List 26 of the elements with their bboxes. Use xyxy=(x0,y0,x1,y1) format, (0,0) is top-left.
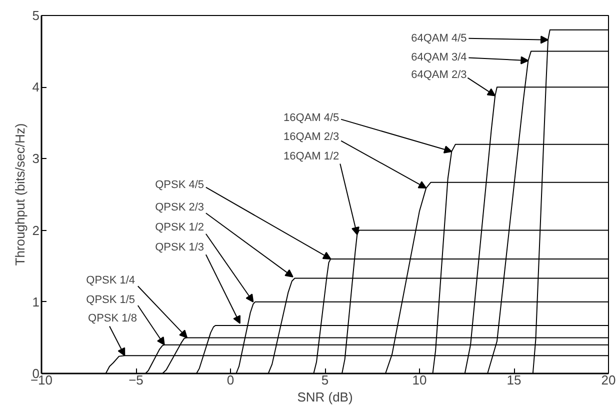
annotation: 64QAM 3/4 xyxy=(411,52,467,64)
annotation: 16QAM 2/3 xyxy=(284,131,340,144)
annotation: QPSK 1/4 xyxy=(86,274,136,286)
annotation: 16QAM 4/5 xyxy=(284,112,340,124)
x-tick-label: −5 xyxy=(128,372,144,388)
annotation: QPSK 1/3 xyxy=(155,241,204,254)
y-tick-label: 4 xyxy=(32,80,40,95)
x-tick-label: 5 xyxy=(321,372,329,388)
x-axis-title: SNR (dB) xyxy=(297,390,353,404)
y-tick-label: 5 xyxy=(32,8,40,23)
y-tick-label: 3 xyxy=(32,151,40,166)
x-tick-label: 15 xyxy=(506,372,522,388)
annotation: QPSK 2/3 xyxy=(155,201,204,214)
x-tick-label: 0 xyxy=(226,372,234,388)
annotation: 64QAM 2/3 xyxy=(411,68,467,81)
y-tick-label: 2 xyxy=(32,222,40,238)
annotation: QPSK 1/5 xyxy=(86,294,136,306)
annotation: QPSK 4/5 xyxy=(155,179,204,192)
annotation: QPSK 1/2 xyxy=(155,221,204,234)
y-tick-label: 1 xyxy=(32,294,40,310)
x-tick-label: 10 xyxy=(412,372,427,388)
x-tick-label: 20 xyxy=(601,372,616,388)
annotation: 64QAM 4/5 xyxy=(411,32,467,44)
y-axis-title: Throughput (bits/sec/Hz) xyxy=(12,123,28,266)
annotation: QPSK 1/8 xyxy=(88,312,137,324)
annotation: 16QAM 1/2 xyxy=(284,150,340,163)
